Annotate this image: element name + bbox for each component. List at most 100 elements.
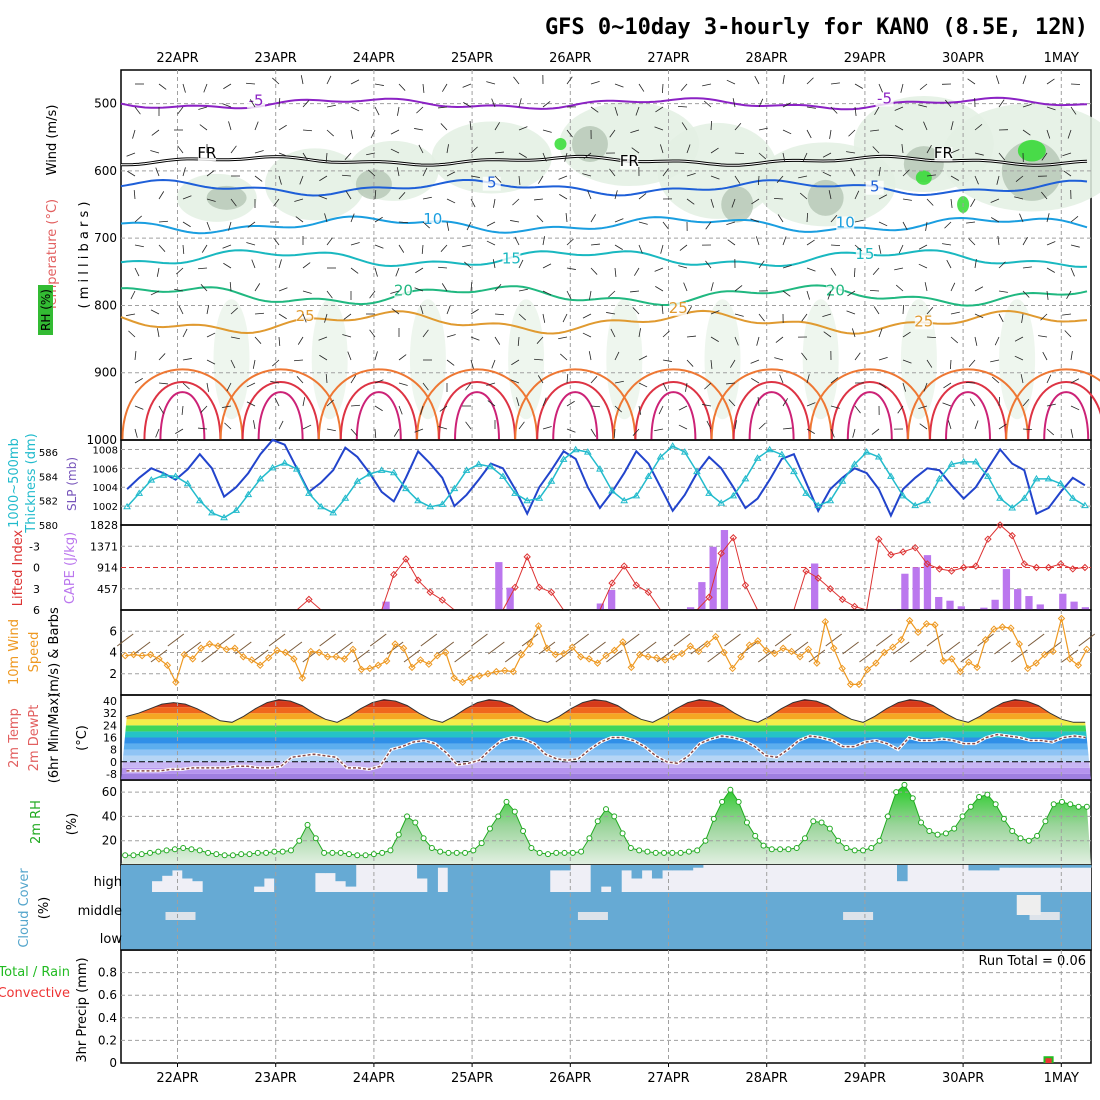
wind-barb-icon (521, 633, 539, 647)
wind-axis-label-2: Speed (27, 632, 42, 673)
wind-speed-point (1040, 650, 1049, 659)
wind-barb-icon (350, 129, 354, 139)
rh-legend-bar (38, 285, 53, 335)
wind-speed-point (1032, 659, 1040, 667)
rh-point (652, 849, 659, 856)
wind-barb-icon (998, 261, 1006, 269)
wind-barb-icon (970, 198, 976, 207)
wind-barb-icon (438, 426, 448, 430)
slp-labels: 1000~500mb Thickness (dm) SLP (mb) (7, 433, 79, 533)
rh-point (287, 847, 294, 854)
wind-barb-icon (706, 420, 712, 430)
wind-barb-icon (230, 307, 238, 315)
rh-point (271, 848, 278, 855)
wind-barb-icon (254, 336, 262, 344)
contour-label: 25 (669, 299, 688, 317)
wind-barb-icon (127, 170, 136, 177)
wind-barb-icon (564, 152, 568, 162)
rh-shading (431, 121, 552, 194)
wind-barb-icon (677, 105, 688, 108)
cape-bar (980, 607, 988, 610)
wind-barb-icon (782, 129, 792, 135)
wind-speed-point (956, 667, 964, 676)
wind-barb-icon (398, 382, 408, 386)
contour-label: FR (197, 144, 216, 162)
wind-barb-icon (830, 106, 838, 114)
wind-barb-icon (128, 330, 136, 338)
wind-barb-icon (150, 290, 160, 296)
cloud-middle-gap (1016, 895, 1041, 915)
wind-barb-icon (662, 330, 670, 338)
wind-barb-icon (278, 287, 288, 292)
rh-point (586, 835, 593, 842)
rh-point (370, 851, 377, 858)
wind-barb-icon (1046, 213, 1050, 223)
rh-point (760, 842, 767, 849)
contour-label-bg (855, 248, 874, 263)
wind-barb-icon (994, 641, 1011, 655)
lifted-index-point (438, 596, 447, 604)
wind-speed-point (509, 667, 517, 676)
warm-dome-contour (355, 391, 402, 441)
cape-bar (811, 563, 819, 610)
thickness-point (923, 496, 932, 504)
wind-barb-icon (536, 215, 544, 223)
wind-barb-icon (926, 633, 944, 647)
thickness-point (741, 474, 750, 482)
wind-barb-icon (347, 351, 352, 361)
thickness-point (1020, 494, 1029, 501)
wind-barb-icon (734, 313, 744, 317)
cloud-high-segment (488, 865, 500, 892)
run-total: Run Total = 0.06 (978, 954, 1086, 969)
wind-barb-icon (246, 382, 256, 388)
wind-barb-icon (446, 359, 455, 366)
slp-thickness-panel: 1002 1004 1006 1008 580 582 584 586 (39, 438, 1092, 532)
cloud-high-segment (233, 865, 244, 892)
wind-barb-icon (728, 399, 736, 407)
wind-speed-point (644, 653, 652, 661)
wind-barb-icon (610, 328, 616, 338)
wind-barb-icon (872, 267, 880, 276)
wind-speed-point (678, 649, 686, 658)
thickness-point (220, 513, 228, 521)
thickness-point (947, 460, 956, 467)
wind-barb-icon (1070, 428, 1074, 438)
wind-speed-point (307, 647, 315, 656)
rh-point (1025, 837, 1032, 844)
wind-barb-icon (278, 420, 284, 430)
wind-barb-icon (878, 328, 883, 338)
wind-barb-icon (808, 649, 826, 663)
cape-bar (957, 606, 965, 610)
rh-point (611, 813, 618, 820)
rh-point (486, 825, 493, 832)
wind-barb-icon (254, 150, 264, 154)
wind-barb-icon (724, 633, 741, 647)
rh-shading (571, 126, 608, 162)
wind-barb-icon (806, 290, 811, 300)
wind-barb-icon (681, 122, 688, 131)
wind-barb-icon (944, 221, 952, 229)
wind-barb-icon (710, 310, 720, 315)
wind-barb-icon (398, 354, 407, 361)
temp-band (121, 725, 1091, 732)
wind-barb-icon (342, 334, 352, 338)
rh-point (536, 849, 543, 856)
wind-barb-icon (437, 266, 448, 269)
wind-barb-icon (623, 633, 640, 647)
cape-bar (1014, 589, 1022, 610)
rh-point (229, 852, 236, 859)
isotherm-fr-inner (121, 155, 1088, 166)
rh-point (420, 835, 427, 842)
lifted-index-point (414, 576, 422, 584)
wind-speed-point (796, 653, 804, 661)
wind-barb-icon (967, 78, 976, 85)
wind-barb-icon (726, 79, 736, 85)
wind-barb-icon (439, 405, 448, 412)
cloud-high-segment (539, 865, 551, 892)
lifted-index-point (923, 560, 932, 568)
cape-axis-label: CAPE (J/kg) (63, 532, 78, 604)
rh-point (544, 851, 551, 858)
wind-barb-icon (272, 77, 280, 85)
temp-axis-label-2: 2m DewPt (27, 705, 42, 772)
warm-dome-contour (219, 368, 342, 441)
